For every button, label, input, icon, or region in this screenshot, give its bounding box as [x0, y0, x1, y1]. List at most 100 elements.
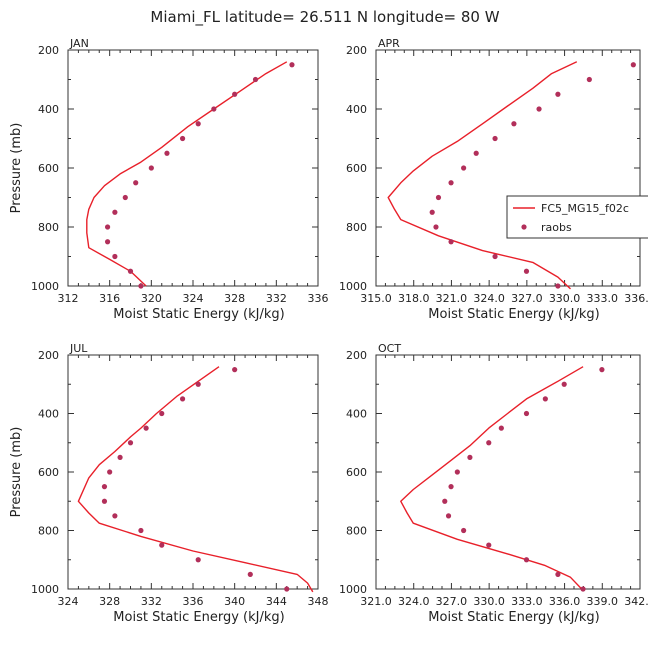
- raobs-point-apr: [586, 76, 592, 83]
- raobs-point-apr: [492, 135, 498, 142]
- raobs-point-apr: [433, 224, 439, 230]
- raobs-point-apr: [429, 209, 435, 215]
- panel-jan: JAN 312 316 320 324 328 332 336 200 400 600 800 1000…: [9, 37, 329, 322]
- x-tick-label-apr: 327.0: [511, 292, 543, 305]
- raobs-point-jan: [138, 283, 144, 289]
- raobs-point-jul: [107, 469, 113, 475]
- raobs-point-oct: [454, 469, 460, 475]
- raobs-point-apr: [630, 62, 636, 68]
- y-tick-label-oct: 1000: [339, 583, 367, 596]
- raobs-point-jul: [195, 381, 201, 387]
- x-tick-label-oct: 333.0: [511, 595, 543, 608]
- x-tick-label-apr: 336.0: [624, 292, 648, 305]
- raobs-point-jan: [104, 224, 111, 230]
- y-tick-label-oct: 200: [346, 349, 367, 362]
- plot-frame-jan: [67, 49, 319, 287]
- panel-label-apr: APR: [378, 37, 400, 50]
- y-tick-label-apr: 200: [346, 44, 367, 57]
- x-tick-label-jul: 344: [266, 595, 287, 608]
- x-tick-label-jan: 324: [183, 292, 204, 305]
- raobs-point-jan: [104, 239, 111, 245]
- raobs-point-oct: [498, 425, 504, 431]
- raobs-point-jan: [112, 253, 118, 260]
- raobs-point-jul: [247, 571, 253, 577]
- panel-oct: OCT 321.0 324.0 327.0 330.0 333.0 336.0 339.0 34…: [339, 342, 648, 625]
- raobs-point-jan: [232, 91, 238, 97]
- raobs-point-jan: [289, 62, 295, 68]
- raobs-point-jan: [112, 209, 118, 215]
- y-tick-label-jan: 400: [38, 103, 59, 116]
- raobs-point-apr: [435, 194, 442, 201]
- x-tick-label-jan: 336: [308, 292, 329, 305]
- y-tick-label-jan: 200: [38, 44, 59, 57]
- series-line-oct: [400, 366, 584, 591]
- y-tick-label-apr: 800: [346, 221, 367, 234]
- raobs-point-apr: [511, 121, 517, 127]
- y-tick-label-apr: 1000: [339, 280, 367, 293]
- raobs-point-oct: [523, 557, 530, 563]
- raobs-point-jul: [143, 425, 149, 431]
- raobs-point-jul: [195, 557, 201, 563]
- y-axis-label-jul: Pressure (mb): [9, 427, 24, 518]
- x-tick-label-oct: 321.0: [360, 595, 392, 608]
- x-tick-label-apr: 330.0: [549, 292, 581, 305]
- plot-frame-jul: [67, 354, 319, 590]
- y-tick-label-jan: 800: [38, 221, 59, 234]
- x-tick-label-apr: 333.0: [587, 292, 619, 305]
- x-tick-label-jul: 332: [141, 595, 162, 608]
- x-tick-label-oct: 336.0: [549, 595, 581, 608]
- legend-marker-swatch: [521, 224, 527, 230]
- raobs-point-apr: [536, 106, 542, 112]
- x-tick-label-oct: 327.0: [436, 595, 468, 608]
- raobs-point-apr: [448, 239, 454, 245]
- raobs-point-jan: [195, 121, 201, 127]
- x-tick-label-oct: 324.0: [398, 595, 430, 608]
- x-axis-label-apr: Moist Static Energy (kJ/kg): [428, 307, 599, 322]
- raobs-point-apr: [461, 165, 467, 171]
- raobs-point-oct: [580, 586, 586, 592]
- panel-label-oct: OCT: [378, 342, 401, 355]
- y-tick-label-jul: 600: [38, 466, 59, 479]
- raobs-point-oct: [486, 440, 492, 446]
- legend-box: [506, 195, 648, 239]
- raobs-point-apr: [555, 91, 561, 97]
- y-tick-label-oct: 600: [346, 466, 367, 479]
- raobs-point-jan: [211, 106, 217, 112]
- y-tick-label-apr: 400: [346, 103, 367, 116]
- raobs-point-jan: [164, 150, 170, 156]
- x-tick-label-apr: 321.0: [436, 292, 468, 305]
- x-tick-label-jul: 340: [224, 595, 245, 608]
- x-tick-label-jul: 336: [183, 595, 204, 608]
- raobs-point-jul: [101, 484, 108, 490]
- x-axis-label-jul: Moist Static Energy (kJ/kg): [113, 610, 284, 625]
- series-line-jul: [77, 366, 314, 593]
- raobs-point-jul: [138, 527, 144, 534]
- raobs-point-oct: [467, 454, 473, 460]
- x-tick-label-jan: 312: [58, 292, 79, 305]
- y-tick-label-jul: 800: [38, 525, 59, 538]
- x-tick-label-apr: 324.0: [473, 292, 505, 305]
- x-axis-label-oct: Moist Static Energy (kJ/kg): [428, 610, 599, 625]
- x-tick-label-jan: 332: [266, 292, 287, 305]
- raobs-point-jul: [112, 513, 118, 519]
- raobs-point-jan: [127, 268, 134, 274]
- raobs-point-jul: [179, 396, 186, 402]
- y-tick-label-oct: 400: [346, 408, 367, 421]
- raobs-point-apr: [555, 283, 561, 289]
- x-tick-label-jul: 328: [99, 595, 120, 608]
- raobs-point-oct: [561, 381, 567, 387]
- x-tick-label-jan: 320: [141, 292, 162, 305]
- raobs-point-apr: [473, 150, 479, 156]
- raobs-point-oct: [599, 367, 605, 373]
- y-tick-label-jul: 400: [38, 408, 59, 421]
- raobs-point-jan: [133, 180, 139, 186]
- raobs-point-jul: [284, 586, 290, 592]
- x-tick-label-apr: 315.0: [360, 292, 392, 305]
- y-tick-label-jan: 600: [38, 162, 59, 175]
- raobs-point-jul: [159, 410, 165, 417]
- panels: JAN 312 316 320 324 328 332 336 200 400 600 800 1000…: [9, 37, 648, 625]
- raobs-point-jul: [232, 367, 238, 373]
- y-axis-label-jan: Pressure (mb): [9, 123, 24, 214]
